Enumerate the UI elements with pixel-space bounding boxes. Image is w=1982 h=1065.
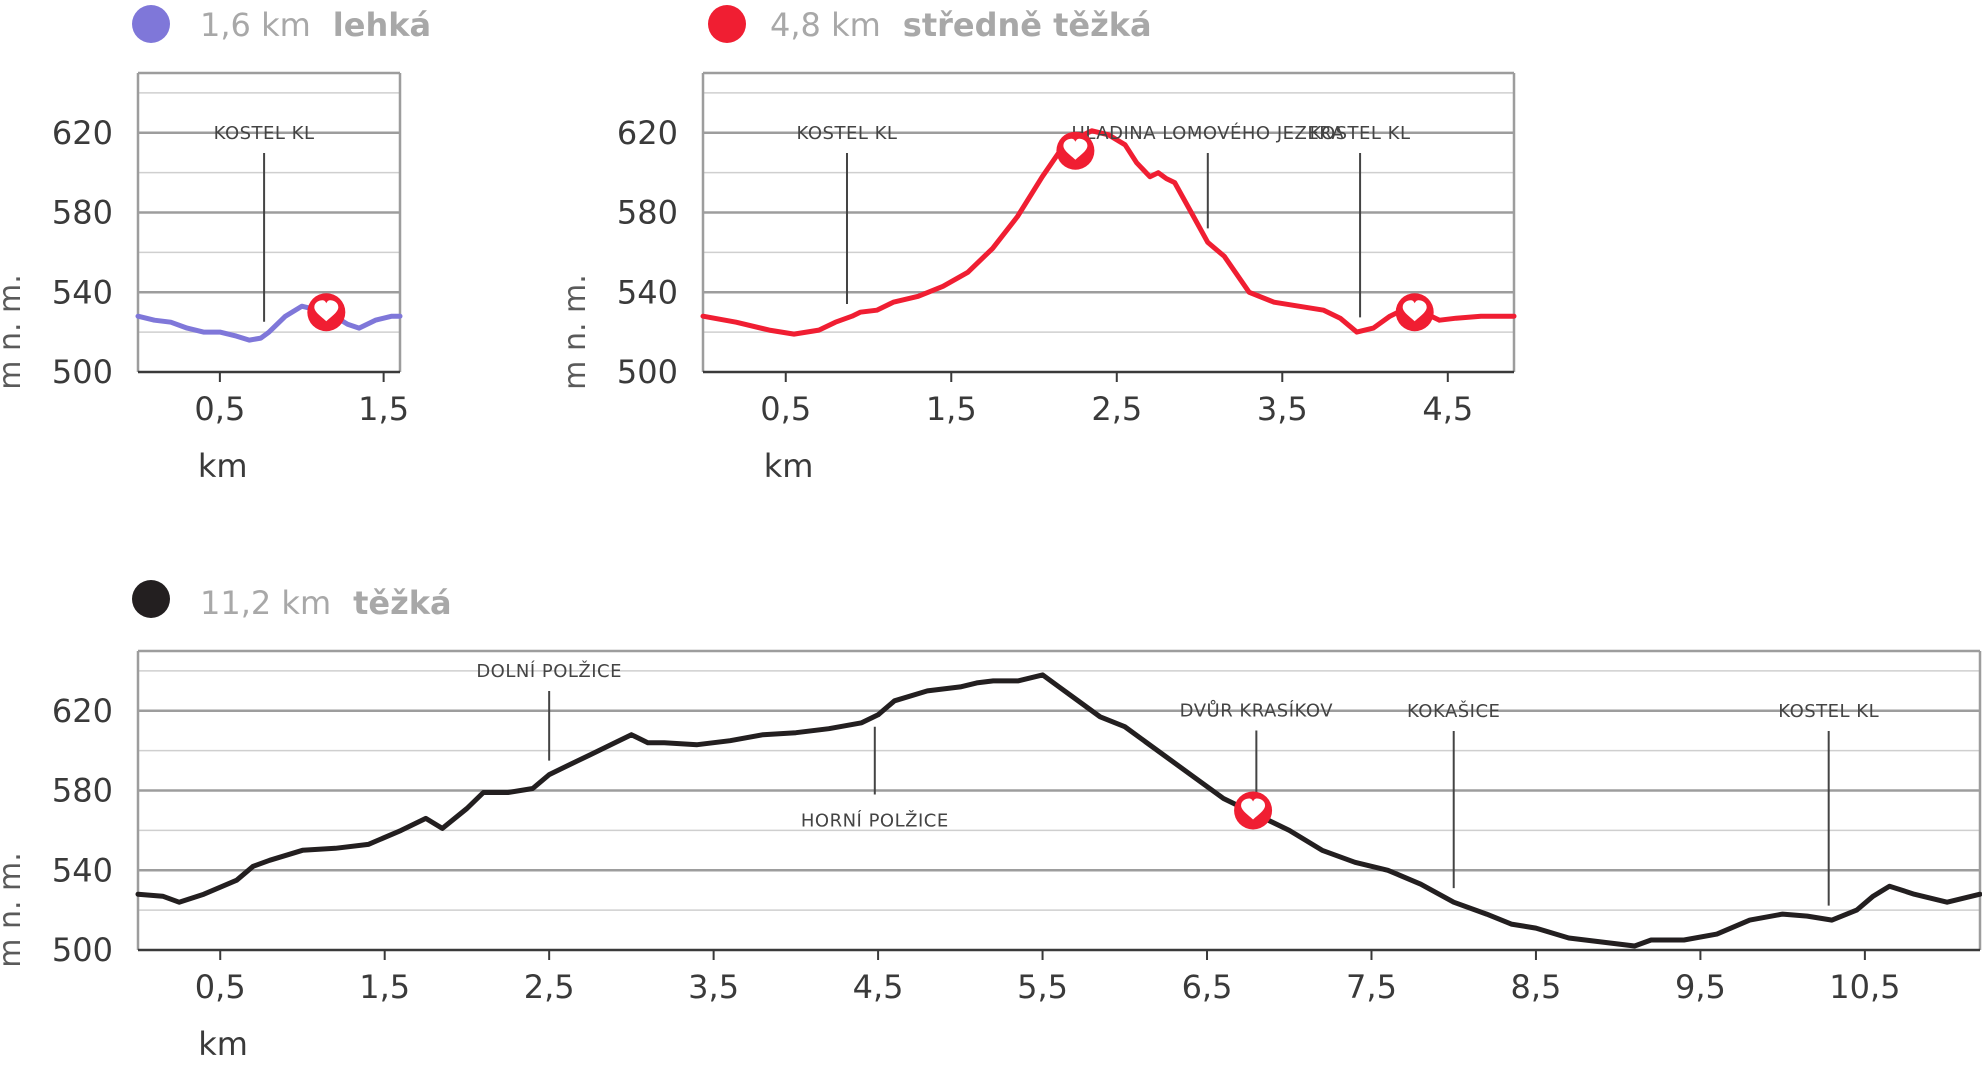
y-axis-title: m n. m. [558, 274, 593, 390]
x-tick-label: 7,5 [1346, 968, 1397, 1006]
route-color-dot [132, 580, 170, 618]
heart-shape [1063, 138, 1088, 160]
y-tick-label: 580 [52, 772, 113, 810]
x-tick-label: 1,5 [926, 390, 977, 428]
route-color-dot [708, 5, 746, 43]
x-axis-title: km [764, 447, 814, 485]
x-tick-label: 5,5 [1017, 968, 1068, 1006]
elevation-line [700, 128, 1517, 337]
route-difficulty: středně těžká [903, 6, 1152, 44]
y-tick-label: 540 [52, 273, 113, 311]
annotation-label: KOKAŠICE [1407, 700, 1500, 722]
heart-shape [1402, 300, 1427, 322]
route-difficulty: lehká [333, 6, 431, 44]
x-axis-title: km [198, 447, 248, 485]
x-tick-label: 0,5 [195, 968, 246, 1006]
y-tick-label: 620 [52, 692, 113, 730]
y-tick-label: 500 [52, 931, 113, 969]
route-difficulty: těžká [353, 584, 452, 622]
elevation-chart-2: 4,8 km středně těžká 620 580 540 500 0,5 1,5 2,5… [558, 5, 1517, 485]
route-color-dot [132, 5, 170, 43]
x-tick-label: 1,5 [359, 968, 410, 1006]
x-tick-label: 4,5 [1422, 390, 1473, 428]
x-tick-label: 1,5 [358, 390, 409, 428]
x-tick-label: 9,5 [1675, 968, 1726, 1006]
y-axis-title: m n. m. [0, 274, 28, 390]
x-tick-label: 0,5 [760, 390, 811, 428]
y-tick-label: 620 [52, 114, 113, 152]
heart-icon [307, 293, 346, 332]
x-tick-label: 8,5 [1511, 968, 1562, 1006]
x-tick-label: 6,5 [1182, 968, 1233, 1006]
y-axis-title: m n. m. [0, 852, 28, 968]
x-tick-label: 10,5 [1829, 968, 1900, 1006]
heart-icon [1395, 293, 1434, 332]
y-tick-label: 500 [617, 353, 678, 391]
elevation-chart-3: 11,2 km těžká 620 580 540 500 0,5 1,5 2,5 3,5 4,5 5… [0, 580, 1982, 1063]
x-tick-label: 0,5 [194, 390, 245, 428]
heart-icon [1056, 131, 1095, 170]
x-tick-label: 3,5 [688, 968, 739, 1006]
y-tick-label: 540 [52, 851, 113, 889]
annotation-label: HORNÍ POLŽICE [801, 810, 949, 832]
annotation-label: HLADINA LOMOVÉHO JEZERA [1071, 122, 1344, 144]
annotation-label: DOLNÍ POLŽICE [476, 660, 622, 682]
heart-icon [1234, 791, 1273, 830]
x-tick-label: 4,5 [853, 968, 904, 1006]
annotation-label: KOSTEL KL [1310, 123, 1411, 144]
route-distance: 4,8 km [770, 6, 881, 44]
y-tick-label: 620 [617, 114, 678, 152]
annotation-label: KOSTEL KL [797, 123, 898, 144]
elevation-line [135, 303, 403, 343]
annotation-label: KOSTEL KL [1778, 701, 1879, 722]
y-tick-label: 540 [617, 273, 678, 311]
x-tick-label: 2,5 [1091, 390, 1142, 428]
x-tick-label: 3,5 [1257, 390, 1308, 428]
x-axis-title: km [198, 1025, 248, 1063]
elevation-chart-1: 1,6 km lehká 620 580 540 500 0,5 1,5 km m n. m. KO… [0, 5, 431, 485]
y-tick-label: 580 [617, 194, 678, 232]
heart-shape [314, 300, 339, 322]
annotation-label: DVŮR KRASÍKOV [1180, 699, 1334, 721]
route-distance: 11,2 km [200, 584, 331, 622]
annotation-label: KOSTEL KL [214, 123, 315, 144]
elevation-line [135, 672, 1982, 949]
y-tick-label: 500 [52, 353, 113, 391]
x-tick-label: 2,5 [524, 968, 575, 1006]
route-distance: 1,6 km [200, 6, 311, 44]
y-tick-label: 580 [52, 194, 113, 232]
heart-shape [1241, 798, 1266, 820]
